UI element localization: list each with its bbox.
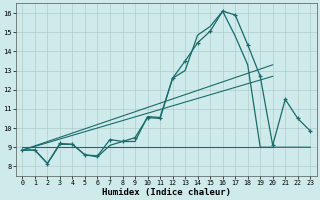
- X-axis label: Humidex (Indice chaleur): Humidex (Indice chaleur): [102, 188, 231, 197]
